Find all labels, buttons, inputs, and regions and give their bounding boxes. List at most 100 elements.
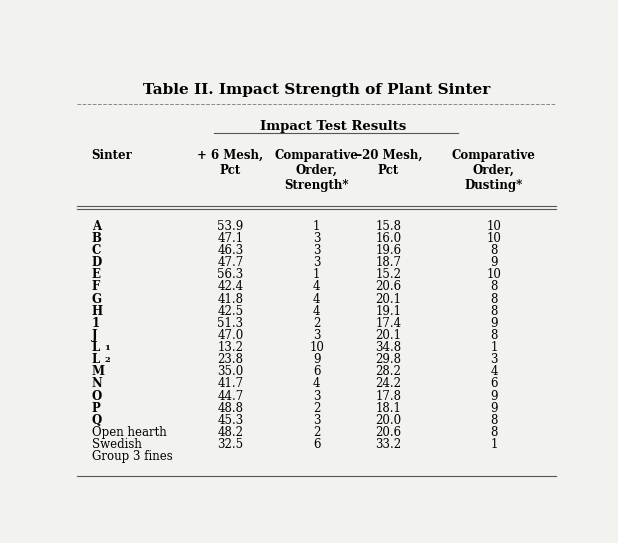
Text: 48.2: 48.2: [218, 426, 243, 439]
Text: 41.8: 41.8: [218, 293, 243, 306]
Text: 1: 1: [313, 268, 320, 281]
Text: G: G: [91, 293, 101, 306]
Text: 19.6: 19.6: [376, 244, 402, 257]
Text: ‒20 Mesh,
Pct: ‒20 Mesh, Pct: [354, 149, 423, 177]
Text: Group 3 fines: Group 3 fines: [91, 450, 172, 463]
Text: 10: 10: [486, 232, 501, 245]
Text: A: A: [91, 220, 101, 233]
Text: P: P: [91, 402, 100, 415]
Text: 23.8: 23.8: [218, 353, 243, 366]
Text: Comparative
Order,
Dusting*: Comparative Order, Dusting*: [452, 149, 536, 192]
Text: 2: 2: [104, 356, 110, 364]
Text: 10: 10: [486, 268, 501, 281]
Text: 46.3: 46.3: [218, 244, 243, 257]
Text: 17.8: 17.8: [376, 390, 402, 402]
Text: 9: 9: [490, 390, 497, 402]
Text: 20.1: 20.1: [376, 329, 402, 342]
Text: 47.7: 47.7: [218, 256, 243, 269]
Text: 8: 8: [490, 293, 497, 306]
Text: Table II. Impact Strength of Plant Sinter: Table II. Impact Strength of Plant Sinte…: [143, 83, 490, 97]
Text: Comparative
Order,
Strength*: Comparative Order, Strength*: [275, 149, 358, 192]
Text: 44.7: 44.7: [218, 390, 243, 402]
Text: 17.4: 17.4: [376, 317, 402, 330]
Text: 4: 4: [313, 377, 321, 390]
Text: Open hearth: Open hearth: [91, 426, 166, 439]
Text: M: M: [91, 365, 104, 378]
Text: 15.2: 15.2: [376, 268, 402, 281]
Text: 24.2: 24.2: [376, 377, 402, 390]
Text: 28.2: 28.2: [376, 365, 402, 378]
Text: 20.6: 20.6: [376, 281, 402, 293]
Text: 53.9: 53.9: [218, 220, 243, 233]
Text: 15.8: 15.8: [376, 220, 402, 233]
Text: 29.8: 29.8: [376, 353, 402, 366]
Text: 1: 1: [91, 317, 99, 330]
Text: + 6 Mesh,
Pct: + 6 Mesh, Pct: [198, 149, 263, 177]
Text: 8: 8: [490, 426, 497, 439]
Text: 4: 4: [490, 365, 497, 378]
Text: 42.4: 42.4: [218, 281, 243, 293]
Text: 33.2: 33.2: [376, 438, 402, 451]
Text: 47.0: 47.0: [218, 329, 243, 342]
Text: L: L: [91, 353, 100, 366]
Text: 8: 8: [490, 305, 497, 318]
Text: 8: 8: [490, 414, 497, 427]
Text: 4: 4: [313, 293, 321, 306]
Text: 45.3: 45.3: [218, 414, 243, 427]
Text: N: N: [91, 377, 103, 390]
Text: 3: 3: [313, 390, 321, 402]
Text: Q: Q: [91, 414, 102, 427]
Text: 1: 1: [313, 220, 320, 233]
Text: Swedish: Swedish: [91, 438, 142, 451]
Text: 3: 3: [313, 256, 321, 269]
Text: H: H: [91, 305, 103, 318]
Text: 10: 10: [309, 341, 324, 354]
Text: 9: 9: [490, 317, 497, 330]
Text: 3: 3: [490, 353, 497, 366]
Text: J: J: [91, 329, 97, 342]
Text: B: B: [91, 232, 101, 245]
Text: 20.0: 20.0: [376, 414, 402, 427]
Text: 6: 6: [490, 377, 497, 390]
Text: 35.0: 35.0: [218, 365, 243, 378]
Text: O: O: [91, 390, 102, 402]
Text: 9: 9: [490, 256, 497, 269]
Text: 10: 10: [486, 220, 501, 233]
Text: 51.3: 51.3: [218, 317, 243, 330]
Text: D: D: [91, 256, 102, 269]
Text: F: F: [91, 281, 100, 293]
Text: 2: 2: [313, 426, 320, 439]
Text: 9: 9: [490, 402, 497, 415]
Text: Impact Test Results: Impact Test Results: [260, 119, 407, 132]
Text: 3: 3: [313, 329, 321, 342]
Text: 3: 3: [313, 244, 321, 257]
Text: 6: 6: [313, 438, 321, 451]
Text: 47.1: 47.1: [218, 232, 243, 245]
Text: 32.5: 32.5: [218, 438, 243, 451]
Text: 1: 1: [104, 344, 110, 352]
Text: 19.1: 19.1: [376, 305, 402, 318]
Text: Sinter: Sinter: [91, 149, 132, 162]
Text: 42.5: 42.5: [218, 305, 243, 318]
Text: 18.7: 18.7: [376, 256, 402, 269]
Text: 16.0: 16.0: [376, 232, 402, 245]
Text: 1: 1: [490, 438, 497, 451]
Text: 8: 8: [490, 244, 497, 257]
Text: 4: 4: [313, 281, 321, 293]
Text: 1: 1: [490, 341, 497, 354]
Text: 2: 2: [313, 402, 320, 415]
Text: 2: 2: [313, 317, 320, 330]
Text: 13.2: 13.2: [218, 341, 243, 354]
Text: 20.6: 20.6: [376, 426, 402, 439]
Text: E: E: [91, 268, 101, 281]
Text: C: C: [91, 244, 101, 257]
Text: 56.3: 56.3: [218, 268, 243, 281]
Text: 8: 8: [490, 281, 497, 293]
Text: L: L: [91, 341, 100, 354]
Text: 8: 8: [490, 329, 497, 342]
Text: 20.1: 20.1: [376, 293, 402, 306]
Text: 3: 3: [313, 232, 321, 245]
Text: 4: 4: [313, 305, 321, 318]
Text: 34.8: 34.8: [376, 341, 402, 354]
Text: 6: 6: [313, 365, 321, 378]
